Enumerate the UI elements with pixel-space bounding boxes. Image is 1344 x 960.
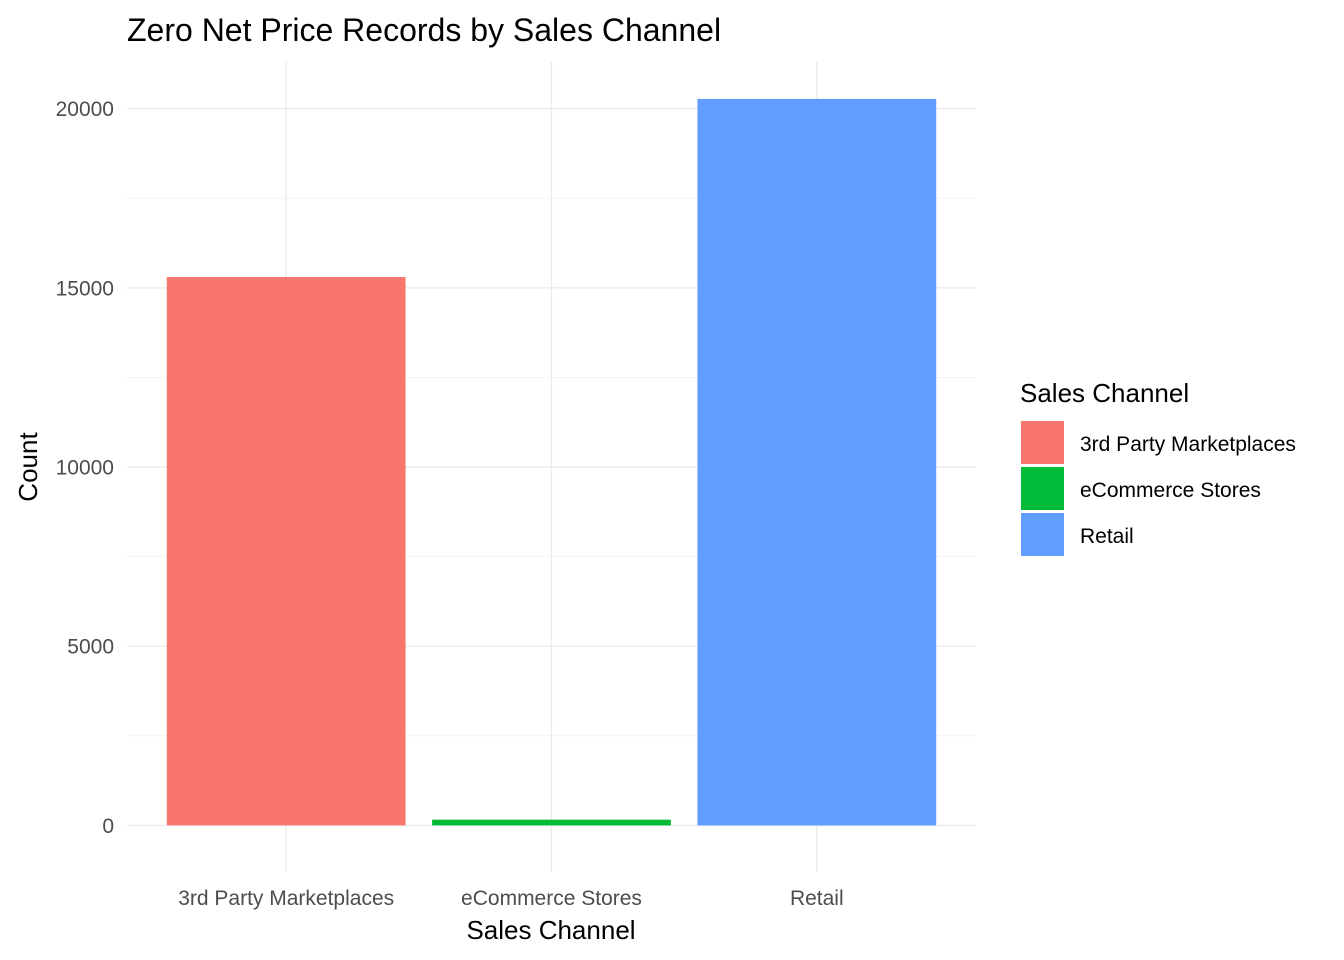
bars — [166, 98, 937, 826]
x-tick-label: Retail — [790, 887, 844, 910]
bar — [166, 277, 406, 826]
legend-swatch — [1021, 513, 1064, 556]
legend-items: 3rd Party Marketplaces eCommerce Stores Re… — [1021, 421, 1296, 556]
y-tick-label: 10000 — [56, 457, 114, 480]
bar — [432, 819, 671, 826]
x-axis-ticks: 3rd Party Marketplaces eCommerce Stores Re… — [178, 887, 843, 910]
x-axis-title: Sales Channel — [466, 915, 635, 945]
y-axis-title: Count — [13, 432, 43, 502]
bar — [697, 98, 937, 826]
y-tick-label: 0 — [102, 815, 114, 838]
legend-swatch — [1021, 467, 1064, 510]
legend: Sales Channel 3rd Party Marketplaces eCom… — [1020, 378, 1296, 556]
y-tick-label: 20000 — [56, 98, 114, 121]
legend-swatch — [1021, 421, 1064, 464]
legend-label: Retail — [1080, 525, 1134, 548]
y-tick-label: 5000 — [67, 636, 114, 659]
legend-label: eCommerce Stores — [1080, 479, 1261, 502]
x-tick-label: 3rd Party Marketplaces — [178, 887, 394, 910]
x-tick-label: eCommerce Stores — [461, 887, 642, 910]
legend-title: Sales Channel — [1020, 378, 1189, 408]
chart-title: Zero Net Price Records by Sales Channel — [127, 12, 721, 48]
legend-label: 3rd Party Marketplaces — [1080, 433, 1296, 456]
y-tick-label: 15000 — [56, 277, 114, 300]
y-axis-ticks: 0 5000 10000 15000 20000 — [56, 98, 114, 838]
